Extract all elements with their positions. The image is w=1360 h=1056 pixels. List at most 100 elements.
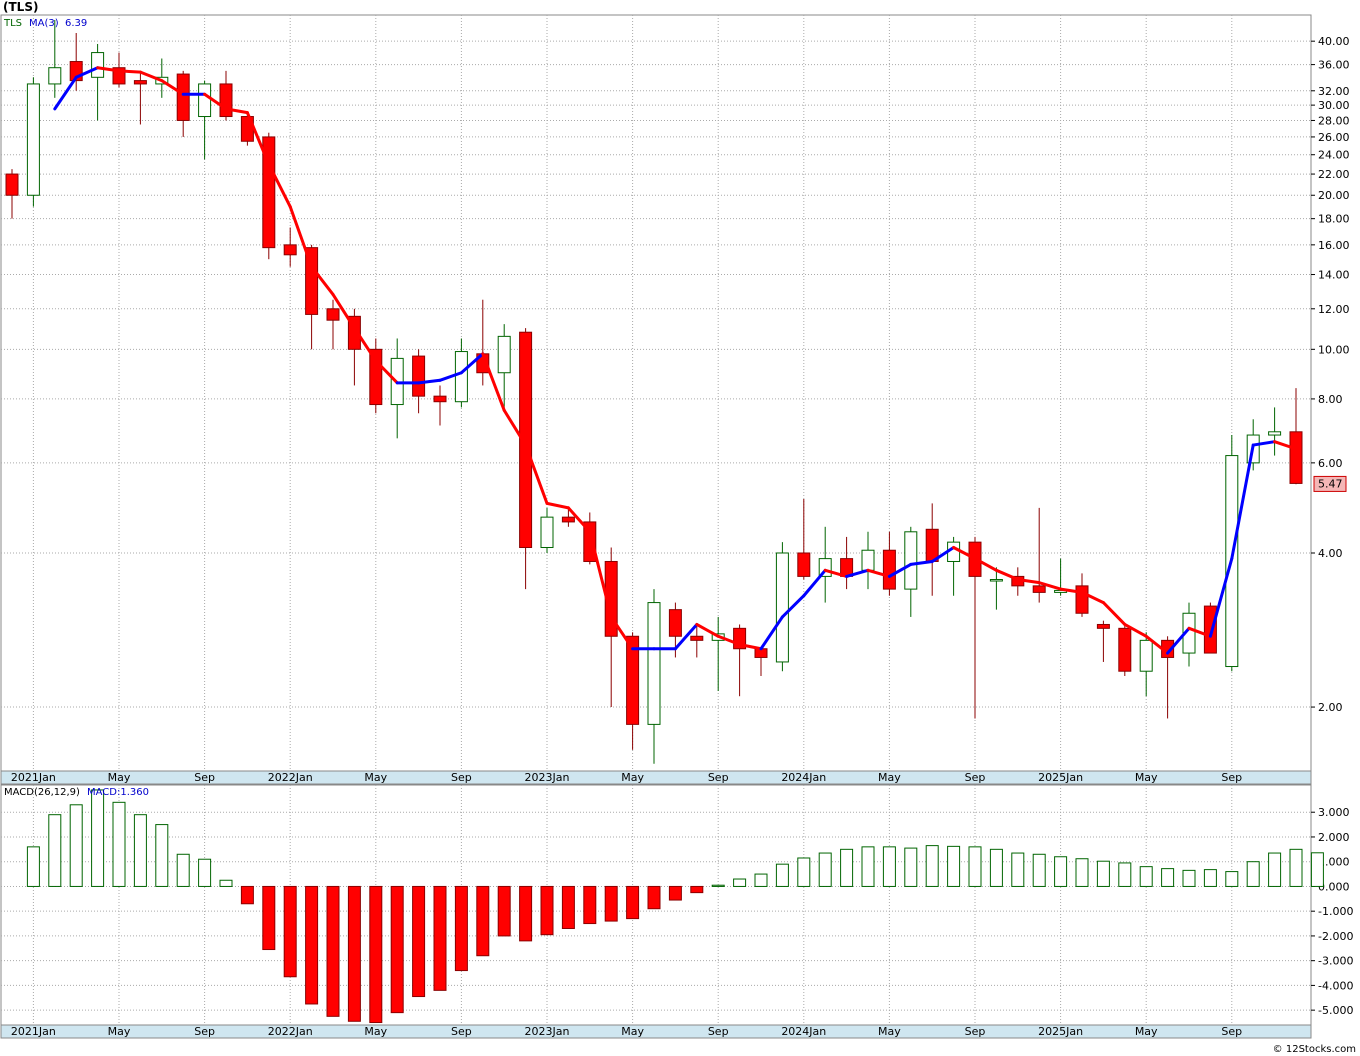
price-x-axis: 2021Jan May Sep 2022Jan May Sep 2023Jan May Sep 2… [11, 771, 1242, 784]
candle [262, 132, 276, 260]
ma-segment [909, 559, 934, 566]
macd-x-label: Sep [965, 1025, 986, 1038]
ma-segment [952, 545, 977, 561]
macd-bar [1246, 861, 1260, 887]
macd-x-label: 2021Jan [11, 1025, 56, 1038]
candle-body [1203, 605, 1217, 654]
ma-segment [138, 70, 164, 83]
ma-segment [352, 326, 378, 363]
macd-bar [797, 857, 811, 887]
macd-x-label: 2023Jan [525, 1025, 570, 1038]
macd-panel: 3.000 2.000 1.000 0.000 -1.000 -2.000 -3.000 -4… [0, 784, 1353, 1039]
ma-segment [224, 107, 249, 115]
candle-body [412, 355, 426, 397]
candle-body [989, 579, 1003, 582]
macd-bar [1225, 871, 1239, 887]
candle-body [925, 528, 939, 562]
macd-bar [925, 845, 939, 887]
macd-bar [561, 885, 575, 930]
price-x-label: Sep [965, 771, 986, 784]
ma-segment [502, 408, 528, 447]
candle-body [904, 531, 918, 590]
candle-body [519, 331, 533, 548]
ma-segment [673, 622, 699, 651]
candle-body [668, 609, 682, 637]
candle [497, 324, 511, 411]
macd-bar [989, 848, 1003, 887]
ma-segment [96, 66, 121, 73]
ma-segment [245, 111, 271, 166]
candle [882, 531, 896, 596]
macd-bar [690, 885, 704, 894]
ma-segment [994, 568, 1020, 582]
candle-body [454, 351, 468, 403]
candle-body [1096, 623, 1110, 629]
candle-body [775, 552, 789, 663]
macd-bar [1075, 858, 1089, 887]
macd-bar [26, 846, 40, 887]
candle [5, 169, 19, 219]
macd-bar [711, 884, 725, 887]
ma-segment [524, 443, 549, 505]
ma-segment [53, 75, 78, 111]
last-price-value: 5.47 [1318, 477, 1343, 490]
macd-bar [48, 814, 62, 887]
candle [198, 80, 212, 160]
price-tick-label: 36.00 [1318, 59, 1350, 72]
candle [561, 507, 575, 527]
macd-bar [305, 885, 319, 1005]
candle-body [369, 348, 383, 406]
candle-body [305, 247, 319, 315]
candle [412, 349, 426, 414]
candle-body [326, 308, 340, 321]
ma-segment [438, 371, 463, 382]
price-tick-label: 20.00 [1318, 189, 1350, 202]
price-x-label: 2024Jan [781, 771, 826, 784]
ma-segment [117, 69, 142, 74]
macd-bar [904, 847, 918, 887]
macd-bar [347, 885, 361, 1022]
macd-bar [112, 801, 126, 887]
candle [840, 536, 854, 590]
legend-ma-value: 6.39 [65, 18, 87, 29]
macd-bar [433, 885, 447, 991]
ma-segment [1230, 443, 1255, 561]
ma-segment [1187, 626, 1212, 638]
macd-tick-label: 2.000 [1318, 831, 1350, 844]
price-tick-label: 10.00 [1318, 343, 1350, 356]
candle-body [797, 552, 811, 577]
macd-bar [155, 824, 169, 887]
legend-ma-label: MA(3) [29, 18, 59, 29]
candle-body [1032, 585, 1046, 593]
macd-bar [754, 873, 768, 887]
macd-bar [454, 885, 468, 972]
price-tick-label: 16.00 [1318, 239, 1350, 252]
candle-body [1289, 431, 1303, 484]
candle-body [262, 136, 276, 249]
ma-segment [74, 66, 100, 79]
macd-bar [1139, 866, 1153, 887]
price-x-label: Sep [708, 771, 729, 784]
price-x-label: May [1135, 771, 1158, 784]
candle [925, 503, 939, 596]
ma-segment [1144, 634, 1170, 655]
candle-body [26, 83, 40, 196]
macd-x-label: May [108, 1025, 131, 1038]
candle [240, 112, 254, 146]
macd-bar [604, 885, 618, 922]
ma-segment [310, 265, 335, 296]
price-x-label: 2025Jan [1038, 771, 1083, 784]
macd-x-label: May [621, 1025, 644, 1038]
macd-bar [369, 885, 383, 1024]
candle-body [176, 73, 190, 121]
candle [133, 70, 147, 125]
candle-body [1139, 639, 1153, 672]
candle-body [1118, 627, 1132, 672]
candle [668, 602, 682, 658]
macd-bar [390, 885, 404, 1014]
macd-bar [326, 885, 340, 1017]
price-tick-label: 8.00 [1318, 393, 1343, 406]
candle [283, 227, 297, 267]
ma-segment [1273, 440, 1298, 451]
